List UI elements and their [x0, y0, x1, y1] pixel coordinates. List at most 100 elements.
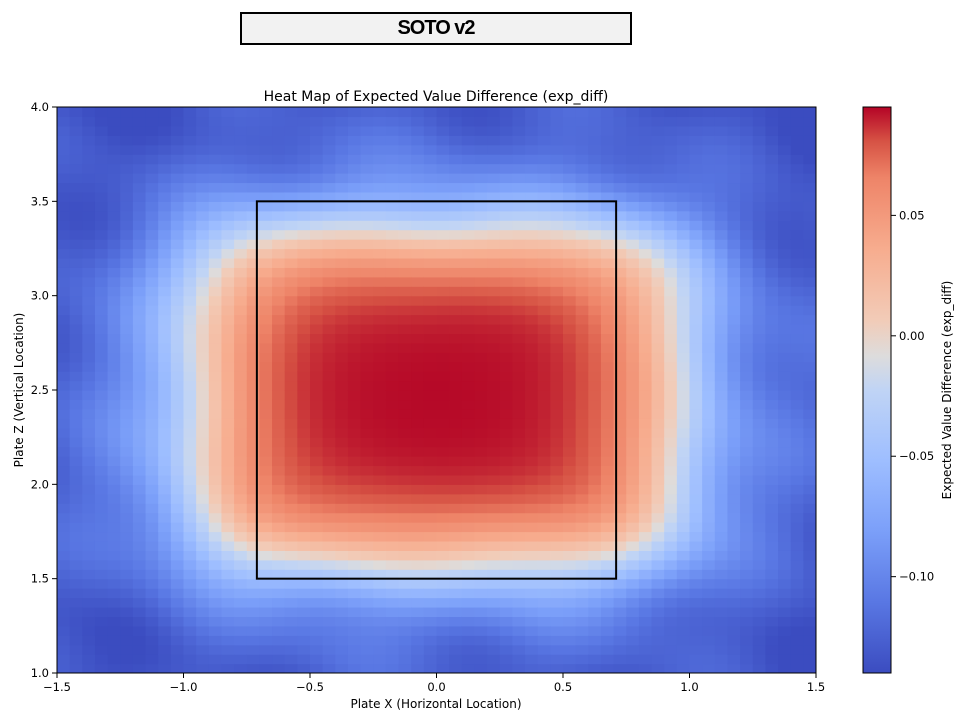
- heatmap-cell: [423, 484, 438, 495]
- heatmap-cell: [208, 257, 223, 268]
- heatmap-cell: [638, 163, 653, 174]
- heatmap-cell: [537, 522, 551, 533]
- heatmap-cell: [423, 569, 438, 580]
- heatmap-cell: [499, 588, 513, 599]
- heatmap-cell: [69, 390, 83, 401]
- heatmap-cell: [727, 503, 741, 514]
- heatmap-cell: [449, 512, 463, 523]
- heatmap-cell: [183, 654, 197, 665]
- heatmap-cell: [196, 399, 210, 410]
- heatmap-cell: [778, 380, 792, 391]
- heatmap-cell: [411, 267, 425, 278]
- heatmap-cell: [183, 588, 197, 599]
- heatmap-cell: [765, 569, 779, 580]
- heatmap-cell: [765, 107, 779, 118]
- heatmap-cell: [57, 229, 71, 240]
- heatmap-cell: [487, 484, 501, 495]
- heatmap-cell: [461, 201, 476, 212]
- heatmap-cell: [778, 616, 792, 627]
- heatmap-cell: [702, 456, 716, 467]
- heatmap-cell: [790, 474, 804, 485]
- heatmap-cell: [550, 408, 564, 419]
- heatmap-cell: [297, 654, 311, 665]
- heatmap-cell: [613, 550, 627, 561]
- heatmap-cell: [664, 116, 678, 127]
- heatmap-cell: [360, 503, 374, 514]
- heatmap-cell: [69, 286, 83, 297]
- heatmap-cell: [689, 173, 703, 184]
- heatmap-cell: [778, 503, 792, 514]
- heatmap-cell: [727, 531, 741, 542]
- heatmap-cell: [487, 540, 501, 551]
- heatmap-cell: [638, 229, 653, 240]
- heatmap-cell: [752, 474, 766, 485]
- heatmap-cell: [310, 418, 324, 429]
- heatmap-cell: [461, 446, 476, 457]
- heatmap-cell: [512, 493, 526, 504]
- heatmap-cell: [196, 286, 210, 297]
- heatmap-cell: [449, 116, 463, 127]
- heatmap-cell: [423, 654, 438, 665]
- heatmap-cell: [297, 182, 311, 193]
- heatmap-cell: [347, 361, 362, 372]
- heatmap-cell: [664, 597, 678, 608]
- heatmap-cell: [297, 635, 311, 646]
- heatmap-cell: [436, 474, 450, 485]
- heatmap-cell: [297, 239, 311, 250]
- heatmap-cell: [398, 361, 412, 372]
- heatmap-cell: [550, 286, 564, 297]
- heatmap-cell: [170, 644, 185, 655]
- heatmap-cell: [588, 569, 602, 580]
- heatmap-cell: [740, 597, 754, 608]
- heatmap-cell: [335, 606, 349, 617]
- heatmap-cell: [778, 361, 792, 372]
- heatmap-cell: [297, 418, 311, 429]
- heatmap-cell: [626, 239, 640, 250]
- heatmap-cell: [234, 484, 248, 495]
- heatmap-cell: [94, 305, 109, 316]
- heatmap-cell: [158, 616, 172, 627]
- heatmap-cell: [373, 606, 387, 617]
- heatmap-cell: [588, 616, 602, 627]
- heatmap-cell: [740, 154, 754, 165]
- heatmap-cell: [221, 503, 235, 514]
- heatmap-cell: [284, 305, 298, 316]
- heatmap-cell: [537, 484, 551, 495]
- heatmap-cell: [461, 323, 476, 334]
- heatmap-cell: [322, 531, 336, 542]
- heatmap-cell: [790, 606, 804, 617]
- heatmap-cell: [145, 399, 159, 410]
- heatmap-cell: [94, 635, 109, 646]
- heatmap-cell: [790, 531, 804, 542]
- heatmap-cell: [69, 248, 83, 259]
- heatmap-cell: [69, 154, 83, 165]
- heatmap-cell: [120, 437, 134, 448]
- heatmap-cell: [57, 286, 71, 297]
- heatmap-cell: [94, 333, 109, 344]
- heatmap-cell: [765, 323, 779, 334]
- heatmap-cell: [499, 597, 513, 608]
- heatmap-cell: [82, 257, 96, 268]
- x-tick-label: 0.0: [427, 680, 445, 694]
- heatmap-cell: [563, 569, 577, 580]
- heatmap-cell: [550, 644, 564, 655]
- heatmap-cell: [600, 522, 615, 533]
- heatmap-cell: [689, 361, 703, 372]
- heatmap-cell: [322, 390, 336, 401]
- heatmap-cell: [69, 173, 83, 184]
- heatmap-cell: [196, 493, 210, 504]
- heatmap-cell: [487, 512, 501, 523]
- heatmap-cell: [196, 588, 210, 599]
- heatmap-cell: [234, 229, 248, 240]
- heatmap-cell: [221, 144, 235, 155]
- heatmap-cell: [145, 597, 159, 608]
- heatmap-cell: [803, 239, 816, 250]
- heatmap-cell: [613, 361, 627, 372]
- heatmap-cell: [613, 314, 627, 325]
- heatmap-cell: [335, 352, 349, 363]
- heatmap-cell: [803, 229, 816, 240]
- heatmap-cell: [727, 635, 741, 646]
- heatmap-cell: [449, 163, 463, 174]
- heatmap-cell: [335, 456, 349, 467]
- heatmap-cell: [170, 446, 185, 457]
